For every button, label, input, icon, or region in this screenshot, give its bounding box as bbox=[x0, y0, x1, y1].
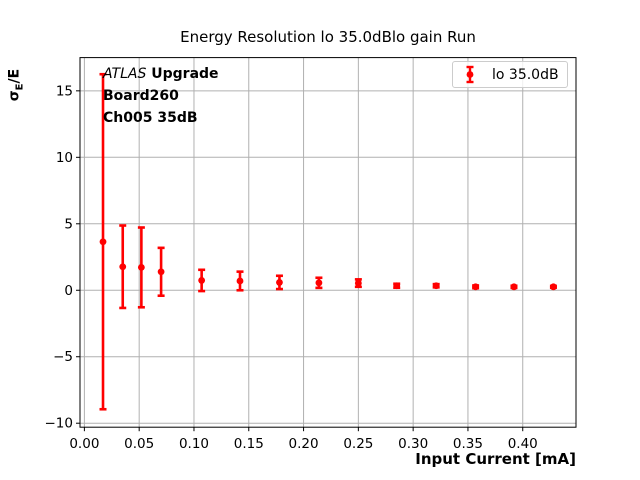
data-point bbox=[198, 268, 206, 293]
x-tick-label: 0.35 bbox=[453, 436, 483, 452]
data-point bbox=[354, 278, 362, 289]
data-point bbox=[99, 72, 107, 411]
y-tick-label: −10 bbox=[45, 416, 74, 432]
x-axis-label: Input Current [mA] bbox=[415, 450, 576, 468]
y-tick-label: −5 bbox=[53, 349, 73, 365]
annotation-line-2: Board260 bbox=[103, 88, 179, 104]
x-tick-label: 0.25 bbox=[343, 436, 373, 452]
x-tick-label: 0.20 bbox=[289, 436, 319, 452]
data-point bbox=[472, 283, 480, 291]
x-tick-label: 0.40 bbox=[508, 436, 538, 452]
y-axis-label-subscript: E bbox=[14, 83, 26, 91]
x-tick-label: 0.30 bbox=[398, 436, 428, 452]
gridlines bbox=[80, 57, 576, 428]
experiment-name: ATLAS bbox=[103, 66, 147, 82]
axis-tick-labels: 0.00 0.05 0.10 0.15 0.20 0.25 0.30 0.35 0.40 −10 −… bbox=[45, 83, 538, 452]
data-point bbox=[275, 274, 283, 291]
axes-frame bbox=[79, 57, 577, 428]
y-tick-label: 5 bbox=[64, 216, 73, 232]
data-point bbox=[510, 283, 518, 291]
annotation-line-1: ATLAS Upgrade bbox=[103, 63, 219, 85]
data-point bbox=[549, 283, 557, 291]
x-tick-label: 0.05 bbox=[124, 436, 154, 452]
legend-errorbar-icon bbox=[466, 65, 474, 84]
experiment-suffix: Upgrade bbox=[146, 66, 219, 82]
y-tick-label: 10 bbox=[56, 150, 73, 166]
y-tick-label: 15 bbox=[56, 83, 73, 99]
data-point bbox=[236, 270, 244, 292]
data-point bbox=[137, 226, 145, 309]
x-tick-label: 0.10 bbox=[179, 436, 209, 452]
annotation-line-3: Ch005 35dB bbox=[103, 110, 198, 126]
axis-ticks bbox=[76, 90, 524, 432]
errorbar-series bbox=[99, 72, 557, 411]
y-axis-label: σE/E bbox=[7, 69, 26, 101]
data-point bbox=[157, 246, 165, 298]
legend: lo 35.0dB bbox=[452, 61, 568, 88]
legend-entry-label: lo 35.0dB bbox=[492, 66, 559, 83]
data-point bbox=[119, 224, 127, 310]
x-tick-label: 0.15 bbox=[234, 436, 264, 452]
y-axis-label-sigma: σ bbox=[6, 90, 23, 102]
chart-title: Energy Resolution lo 35.0dBlo gain Run bbox=[180, 28, 476, 46]
data-point bbox=[393, 282, 401, 290]
atlas-annotation: ATLAS Upgrade Board260 Ch005 35dB bbox=[103, 63, 219, 129]
data-point bbox=[432, 282, 440, 290]
x-tick-label: 0.00 bbox=[69, 436, 99, 452]
data-point bbox=[315, 276, 323, 290]
y-axis-label-suffix: /E bbox=[6, 68, 23, 84]
y-tick-label: 0 bbox=[64, 283, 73, 299]
